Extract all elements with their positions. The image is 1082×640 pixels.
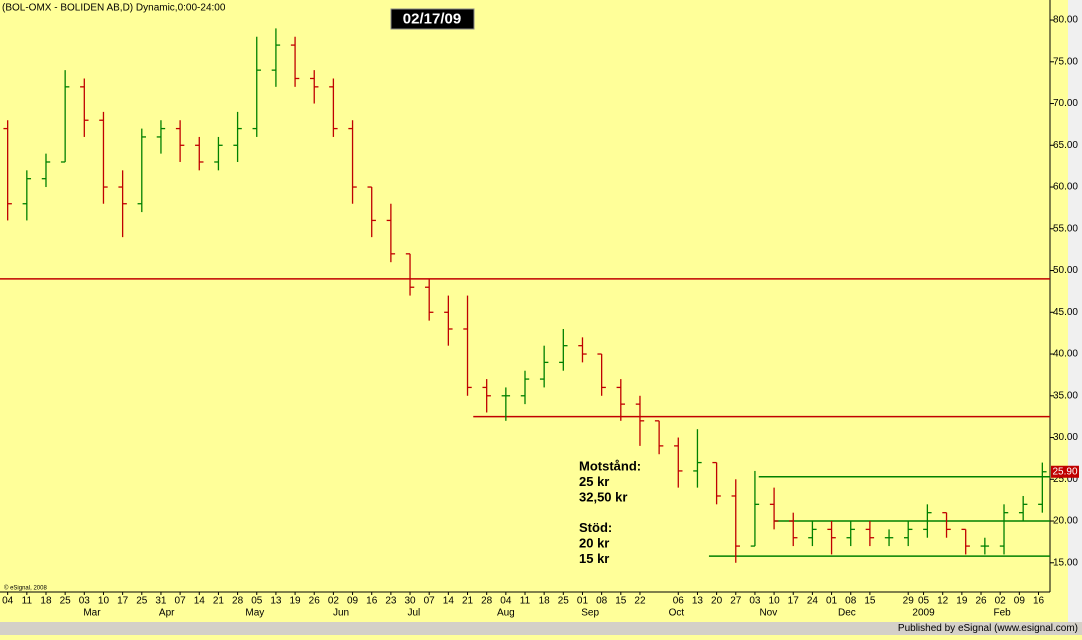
month-label: Nov <box>759 608 777 619</box>
y-tick-label: 50.00 <box>1053 265 1078 276</box>
y-tick-label: 20.00 <box>1053 516 1078 527</box>
x-tick-label: 26 <box>309 596 321 607</box>
x-tick-label: 03 <box>749 596 761 607</box>
annotation: Stöd: <box>579 520 612 535</box>
y-tick-label: 45.00 <box>1053 307 1078 318</box>
y-tick-label: 25.00 <box>1053 474 1078 485</box>
x-tick-label: 11 <box>22 596 33 607</box>
x-tick-label: 26 <box>975 596 987 607</box>
x-tick-label: 14 <box>194 596 206 607</box>
x-tick-label: 19 <box>290 596 302 607</box>
month-label: Jul <box>407 608 420 619</box>
last-price-box <box>1051 465 1079 478</box>
y-tick-label: 65.00 <box>1053 140 1078 151</box>
x-tick-label: 04 <box>500 596 512 607</box>
x-tick-label: 18 <box>539 596 551 607</box>
x-tick-label: 25 <box>60 596 72 607</box>
x-tick-label: 17 <box>117 596 129 607</box>
month-label: Apr <box>159 608 175 619</box>
y-tick-label: 30.00 <box>1053 432 1078 443</box>
month-label: Feb <box>993 608 1011 619</box>
x-tick-label: 25 <box>136 596 148 607</box>
x-tick-label: 09 <box>347 596 359 607</box>
x-tick-label: 16 <box>366 596 378 607</box>
x-tick-label: 25 <box>558 596 570 607</box>
x-tick-label: 08 <box>596 596 608 607</box>
x-tick-label: 06 <box>673 596 685 607</box>
x-tick-label: 30 <box>404 596 416 607</box>
x-tick-label: 01 <box>577 596 589 607</box>
chart-title: (BOL-OMX - BOLIDEN AB,D) Dynamic,0:00-24… <box>2 3 226 14</box>
x-tick-label: 07 <box>175 596 187 607</box>
x-tick-label: 09 <box>1014 596 1026 607</box>
y-tick-label: 60.00 <box>1053 182 1078 193</box>
x-tick-label: 05 <box>918 596 930 607</box>
x-tick-label: 28 <box>481 596 493 607</box>
x-tick-label: 21 <box>213 596 225 607</box>
last-price-label: 25.90 <box>1052 466 1077 477</box>
x-tick-label: 22 <box>634 596 646 607</box>
x-tick-label: 07 <box>424 596 436 607</box>
date-box <box>390 8 475 30</box>
x-tick-label: 29 <box>903 596 915 607</box>
x-tick-label: 04 <box>2 596 14 607</box>
x-tick-label: 15 <box>864 596 876 607</box>
x-tick-label: 31 <box>155 596 167 607</box>
x-tick-label: 23 <box>385 596 397 607</box>
month-label: Jun <box>333 608 349 619</box>
x-tick-label: 10 <box>98 596 110 607</box>
x-tick-label: 10 <box>769 596 781 607</box>
x-tick-label: 14 <box>443 596 455 607</box>
annotation: 15 kr <box>579 551 609 566</box>
x-tick-label: 18 <box>40 596 52 607</box>
copyright: © eSignal, 2008 <box>4 585 47 592</box>
x-tick-label: 15 <box>615 596 627 607</box>
x-tick-label: 20 <box>711 596 723 607</box>
footer-bar <box>0 622 1082 635</box>
x-tick-label: 05 <box>251 596 263 607</box>
y-tick-label: 75.00 <box>1053 56 1078 67</box>
x-tick-label: 24 <box>807 596 819 607</box>
month-label: Sep <box>581 608 599 619</box>
annotation: 32,50 kr <box>579 489 627 504</box>
x-tick-label: 12 <box>937 596 949 607</box>
month-label: Oct <box>669 608 685 619</box>
date-box-text: 02/17/09 <box>403 10 461 27</box>
y-tick-label: 70.00 <box>1053 98 1078 109</box>
x-tick-label: 03 <box>79 596 91 607</box>
x-tick-label: 17 <box>788 596 800 607</box>
x-tick-label: 28 <box>232 596 244 607</box>
x-tick-label: 13 <box>692 596 704 607</box>
footer: Published by eSignal (www.esignal.com) <box>898 623 1078 634</box>
x-tick-label: 27 <box>730 596 742 607</box>
month-label: Aug <box>497 608 515 619</box>
x-tick-label: 08 <box>845 596 857 607</box>
y-tick-label: 55.00 <box>1053 223 1078 234</box>
x-tick-label: 19 <box>956 596 968 607</box>
annotation: 25 kr <box>579 474 609 489</box>
x-tick-label: 11 <box>520 596 531 607</box>
x-tick-label: 02 <box>995 596 1007 607</box>
annotation: 20 kr <box>579 535 609 550</box>
month-label: Dec <box>838 608 856 619</box>
month-label: May <box>245 608 264 619</box>
annotation: Motstånd: <box>579 458 641 473</box>
x-tick-label: 01 <box>826 596 838 607</box>
x-tick-label: 02 <box>328 596 340 607</box>
month-label: 2009 <box>912 608 935 619</box>
y-tick-label: 80.00 <box>1053 15 1078 26</box>
y-tick-label: 15.00 <box>1053 557 1078 568</box>
x-tick-label: 21 <box>462 596 474 607</box>
x-tick-label: 16 <box>1033 596 1045 607</box>
month-label: Mar <box>83 608 101 619</box>
x-tick-label: 13 <box>270 596 282 607</box>
y-tick-label: 35.00 <box>1053 390 1078 401</box>
y-tick-label: 40.00 <box>1053 349 1078 360</box>
